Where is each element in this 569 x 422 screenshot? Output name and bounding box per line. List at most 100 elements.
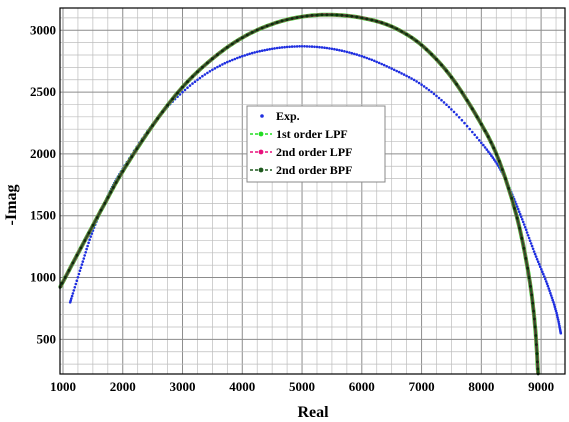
data-point [99, 208, 103, 212]
data-point [358, 54, 361, 57]
data-point [83, 239, 87, 243]
data-point [246, 53, 249, 56]
data-point [435, 94, 438, 98]
legend-label: 1st order LPF [276, 127, 348, 141]
y-tick-labels: 500 1000 1500 2000 2500 3000 [30, 22, 56, 346]
data-point [300, 15, 304, 19]
data-point [245, 33, 249, 37]
data-point [221, 63, 224, 66]
data-point [465, 99, 469, 102]
data-point [470, 107, 474, 111]
data-point [552, 301, 555, 304]
data-point [323, 46, 326, 49]
data-point [422, 85, 426, 88]
y-tick-label: 2500 [30, 84, 56, 99]
data-point [275, 46, 279, 50]
data-point [556, 318, 560, 321]
data-point [535, 343, 538, 346]
data-point [415, 39, 418, 43]
data-point [345, 14, 349, 18]
data-point [236, 56, 239, 60]
data-point [533, 252, 537, 256]
data-point [530, 244, 534, 248]
data-point [79, 246, 83, 250]
data-point [515, 205, 519, 208]
data-point [270, 47, 274, 51]
data-point [201, 65, 204, 69]
y-tick-label: 1500 [30, 208, 56, 223]
data-point [69, 299, 72, 302]
data-point [537, 262, 541, 266]
x-tick-label: 3000 [170, 379, 196, 394]
legend: Exp. 1st order LPF 2nd order LPF 2nd order … [246, 105, 386, 183]
data-point [70, 297, 73, 300]
y-tick-label: 1000 [30, 270, 56, 285]
data-point [402, 73, 406, 76]
data-point [146, 131, 149, 135]
data-point [463, 121, 466, 125]
x-tick-label: 9000 [528, 379, 554, 394]
x-tick-label: 8000 [468, 379, 494, 394]
data-point [447, 105, 451, 109]
data-point [515, 216, 519, 220]
data-point [241, 54, 244, 58]
data-point [548, 289, 551, 293]
data-point [365, 56, 369, 60]
data-point [465, 124, 469, 128]
data-point [268, 47, 272, 51]
data-point [293, 45, 296, 48]
legend-marker [258, 167, 264, 173]
data-point [353, 52, 356, 56]
data-point [305, 45, 309, 48]
data-point [380, 62, 384, 66]
data-point [285, 18, 289, 21]
data-point [370, 18, 374, 22]
data-point [363, 55, 366, 59]
data-point [186, 80, 189, 84]
data-point [526, 266, 529, 270]
data-point [545, 282, 549, 286]
y-tick-label: 3000 [30, 22, 56, 37]
data-point [492, 146, 496, 150]
data-point [547, 287, 551, 290]
data-point [442, 101, 446, 104]
data-point [546, 284, 550, 288]
data-point [193, 80, 197, 83]
data-point [556, 316, 559, 319]
data-point [355, 15, 359, 19]
data-point [315, 45, 319, 49]
data-point [95, 216, 99, 219]
legend-item: 2nd order BPF [250, 163, 352, 177]
data-point [300, 45, 304, 48]
data-point [106, 196, 110, 199]
x-tick-label: 7000 [409, 379, 435, 394]
data-point [88, 238, 91, 241]
data-point [486, 135, 490, 139]
data-point [230, 42, 234, 46]
data-point [250, 31, 254, 34]
data-point [87, 231, 91, 235]
data-point [76, 276, 80, 279]
data-point [221, 49, 224, 53]
data-point [455, 113, 458, 116]
data-point [425, 86, 428, 90]
data-point [255, 28, 259, 32]
data-point [80, 263, 84, 266]
data-point [109, 190, 113, 194]
data-point [500, 168, 504, 172]
data-point [415, 80, 418, 83]
data-point [258, 49, 262, 53]
x-tick-label: 4000 [229, 379, 255, 394]
data-point [536, 367, 540, 371]
legend-marker [258, 149, 264, 155]
x-tick-label: 2000 [110, 379, 136, 394]
data-point [400, 30, 403, 33]
data-point [81, 260, 85, 263]
data-point [290, 45, 294, 48]
data-point [479, 122, 483, 126]
data-point [181, 90, 184, 94]
x-axis-title: Real [297, 404, 329, 421]
data-point [395, 27, 399, 31]
data-point [156, 117, 160, 120]
